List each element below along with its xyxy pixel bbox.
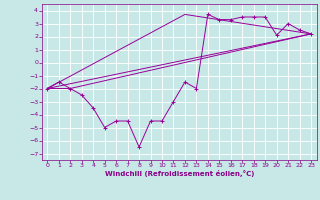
X-axis label: Windchill (Refroidissement éolien,°C): Windchill (Refroidissement éolien,°C) — [105, 170, 254, 177]
